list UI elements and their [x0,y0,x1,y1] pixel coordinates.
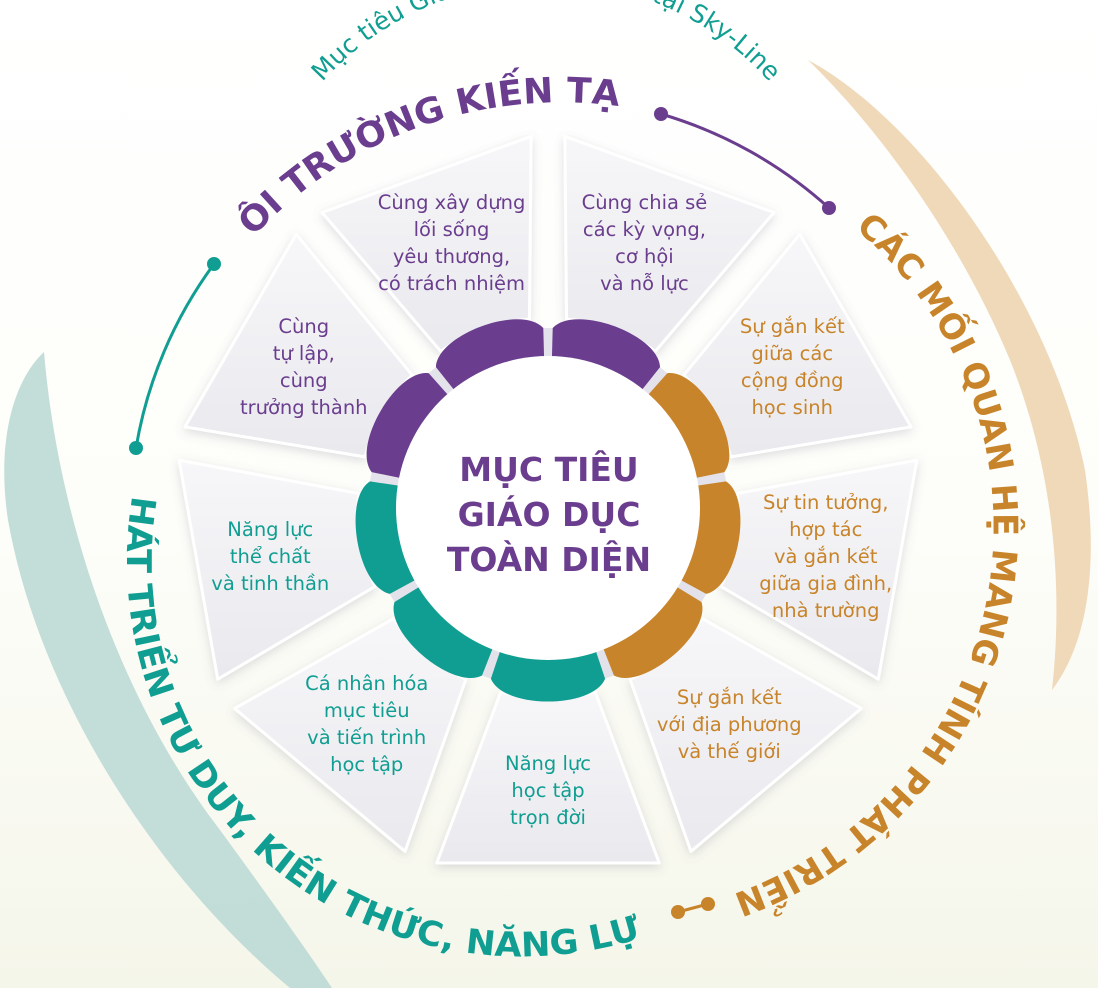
teal-connector-arc [134,263,216,449]
purple-connector-arc [660,112,831,210]
segment-text: Sự tin tưởng, hợp tác và gắn kết giữa gi… [759,491,893,623]
segment-text: Sự gắn kết giữa các cộng đồng học sinh [739,315,845,419]
orange-connector-dot-end [701,897,715,911]
ring-segment-relations [599,581,703,679]
segment-text: Năng lực học tập trọn đời [505,751,591,829]
teal-connector-dot-start [207,257,221,271]
purple-connector-dot-end [822,201,836,215]
ring-segment-relations [640,373,730,481]
ring-segment-environment [366,373,456,481]
teal-crescent-decoration [4,352,332,988]
segment-text: Cùng tự lập, cùng trưởng thành [239,315,368,419]
purple-connector-dot-start [654,107,668,121]
segment-text: Cùng chia sẻ các kỳ vọng, cơ hội và nỗ l… [581,191,708,295]
segment-text: Cá nhân hóa mục tiêu và tiến trình học t… [305,672,429,777]
ring-segment-environment [435,319,545,399]
teal-connector-dot-end [129,441,143,455]
center-disc [396,356,700,660]
ring-segment-thinking [393,581,497,679]
segment-text: Cùng xây dựng lối sống yêu thương, có tr… [377,191,526,295]
segment-text: Sự gắn kết với địa phương và thế giới [656,685,802,763]
ring-segment-environment [551,319,661,399]
segment-text: Năng lực thể chất và tinh thần [211,518,330,596]
beige-crescent-decoration [808,60,1091,690]
center-title: MỤC TIÊU GIÁO DỤC TOÀN DIỆN [446,450,652,579]
orange-connector-dot-start [671,905,685,919]
